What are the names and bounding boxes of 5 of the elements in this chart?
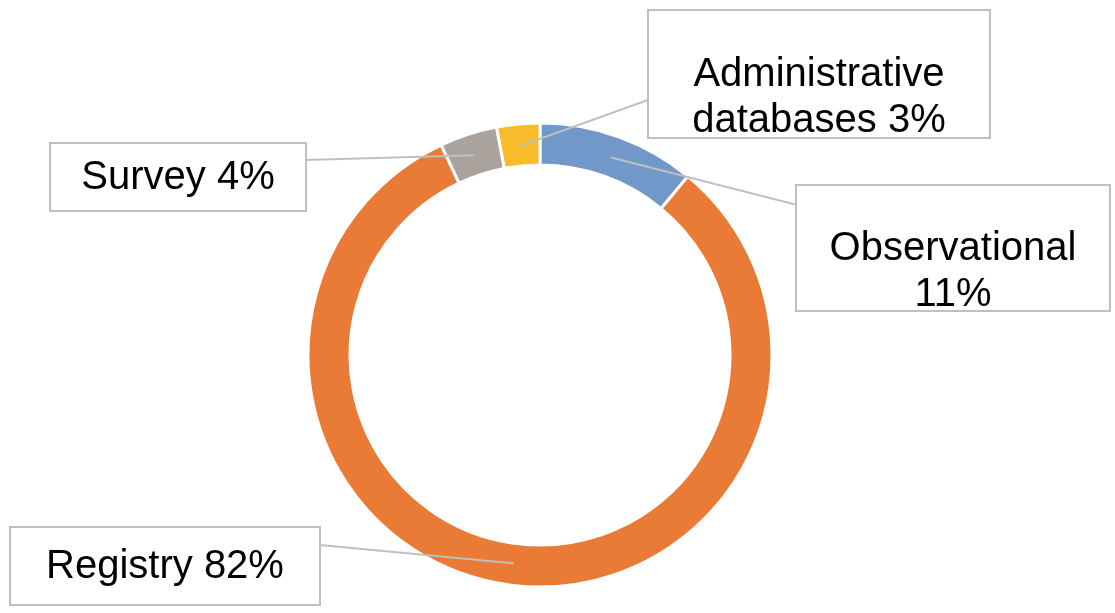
slice-label: Observational [829,224,1077,268]
data-label: 11% [914,270,992,314]
slice-label: Administrative databases 3% [692,50,946,140]
slice-label: Registry 82% [46,542,284,586]
slice-label: Survey 4% [81,153,275,197]
